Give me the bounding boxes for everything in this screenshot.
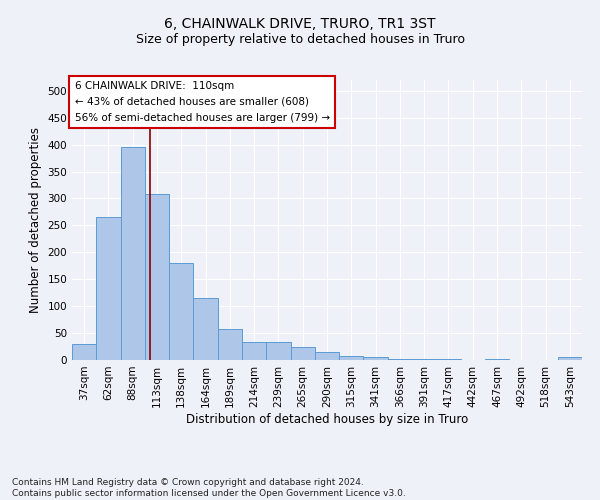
Bar	[290, 346, 315, 360]
Bar	[145, 194, 169, 360]
Y-axis label: Number of detached properties: Number of detached properties	[29, 127, 42, 313]
Bar	[72, 344, 96, 360]
Bar	[96, 218, 121, 360]
Bar	[315, 352, 339, 360]
Text: 6, CHAINWALK DRIVE, TRURO, TR1 3ST: 6, CHAINWALK DRIVE, TRURO, TR1 3ST	[164, 18, 436, 32]
Bar	[121, 148, 145, 360]
Bar	[242, 342, 266, 360]
Text: Contains HM Land Registry data © Crown copyright and database right 2024.
Contai: Contains HM Land Registry data © Crown c…	[12, 478, 406, 498]
Bar	[558, 358, 582, 360]
Bar	[339, 356, 364, 360]
Bar	[218, 329, 242, 360]
Bar	[266, 342, 290, 360]
Bar	[364, 358, 388, 360]
Bar	[193, 298, 218, 360]
X-axis label: Distribution of detached houses by size in Truro: Distribution of detached houses by size …	[186, 412, 468, 426]
Bar	[169, 262, 193, 360]
Text: Size of property relative to detached houses in Truro: Size of property relative to detached ho…	[136, 32, 464, 46]
Text: 6 CHAINWALK DRIVE:  110sqm
← 43% of detached houses are smaller (608)
56% of sem: 6 CHAINWALK DRIVE: 110sqm ← 43% of detac…	[74, 82, 329, 122]
